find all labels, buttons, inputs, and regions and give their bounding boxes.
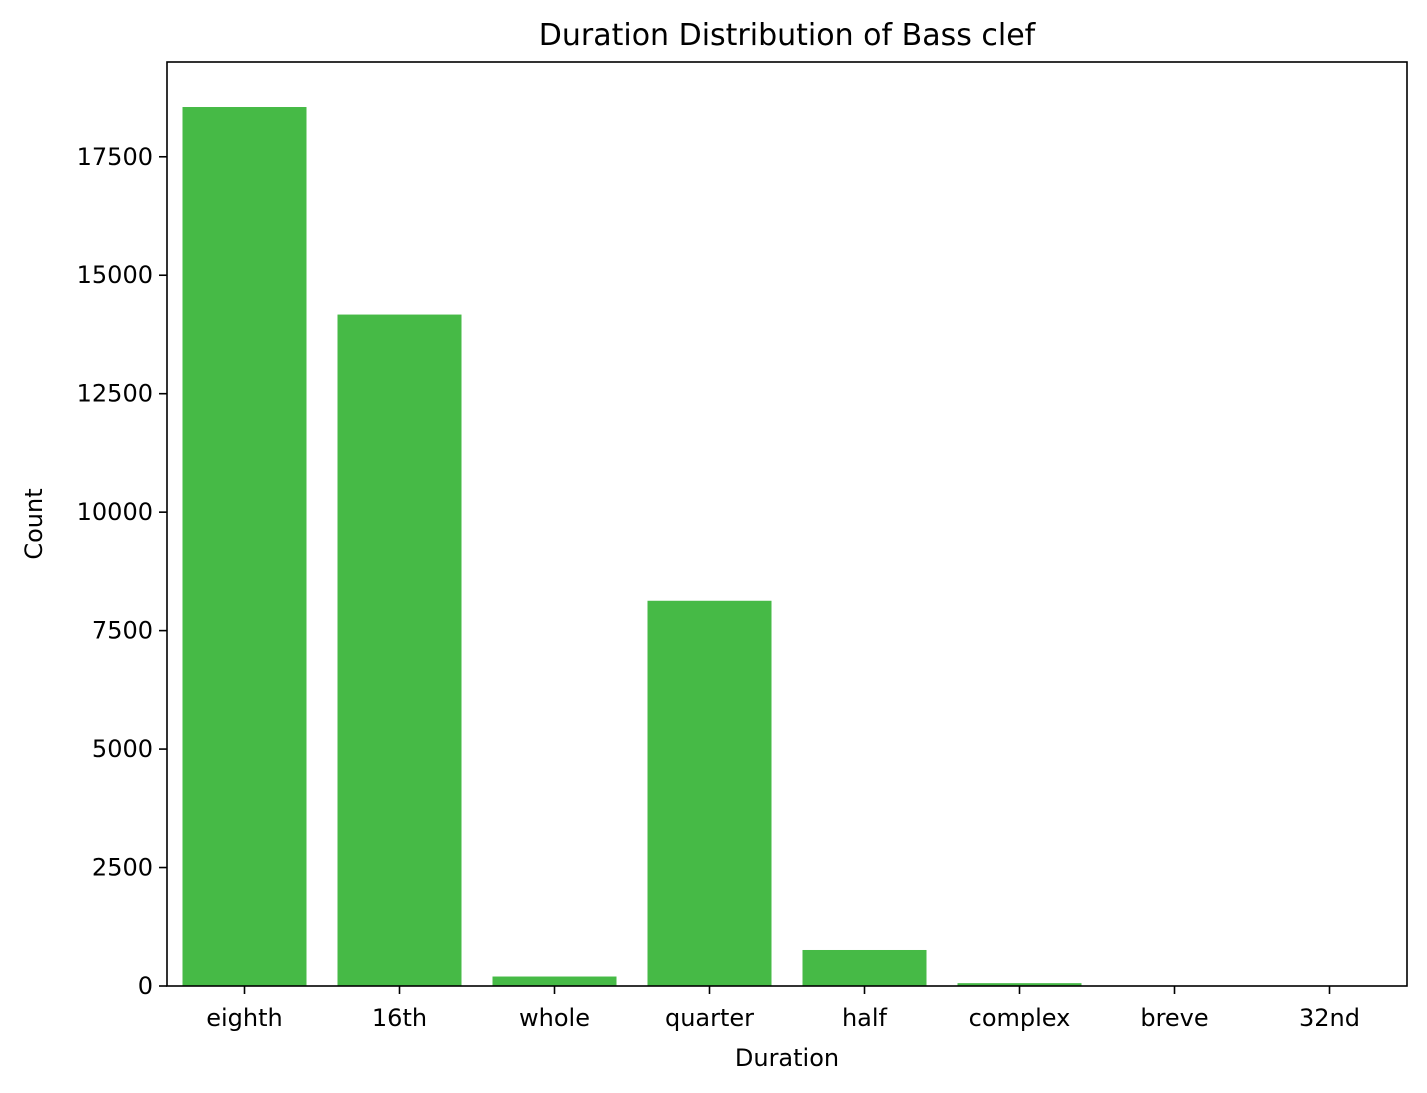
- y-tick-label: 0: [138, 972, 153, 1000]
- y-axis-label: Count: [20, 488, 48, 559]
- bar-complex: [957, 983, 1082, 986]
- x-axis-ticks: eighth 16th whole quarter half complex breve 32…: [206, 986, 1360, 1032]
- bar-quarter: [647, 600, 772, 986]
- chart-title: Duration Distribution of Bass clef: [539, 18, 1037, 53]
- y-tick-label: 17500: [77, 143, 153, 171]
- y-tick-label: 15000: [77, 261, 153, 289]
- plot-frame: [166, 61, 1408, 987]
- y-tick-label: 2500: [92, 854, 153, 882]
- y-tick-label: 5000: [92, 735, 153, 763]
- x-tick-label: whole: [519, 1004, 590, 1032]
- y-axis-ticks: 0 2500 5000 7500 10000 12500 15000 17500: [77, 143, 167, 1000]
- bar-whole: [492, 976, 617, 986]
- x-tick-label: breve: [1140, 1004, 1208, 1032]
- bars-group: [182, 107, 1392, 986]
- x-tick-label: complex: [969, 1004, 1071, 1032]
- x-tick-label: eighth: [206, 1004, 283, 1032]
- y-tick-label: 10000: [77, 498, 153, 526]
- bar-16th: [337, 314, 462, 986]
- y-tick-label: 7500: [92, 617, 153, 645]
- x-tick-label: half: [842, 1004, 888, 1032]
- y-tick-label: 12500: [77, 380, 153, 408]
- bar-half: [802, 949, 927, 986]
- x-tick-label: 16th: [372, 1004, 427, 1032]
- x-tick-label: quarter: [665, 1004, 754, 1032]
- x-axis-label: Duration: [735, 1044, 839, 1072]
- x-tick-label: 32nd: [1299, 1004, 1360, 1032]
- bar-eighth: [182, 107, 307, 986]
